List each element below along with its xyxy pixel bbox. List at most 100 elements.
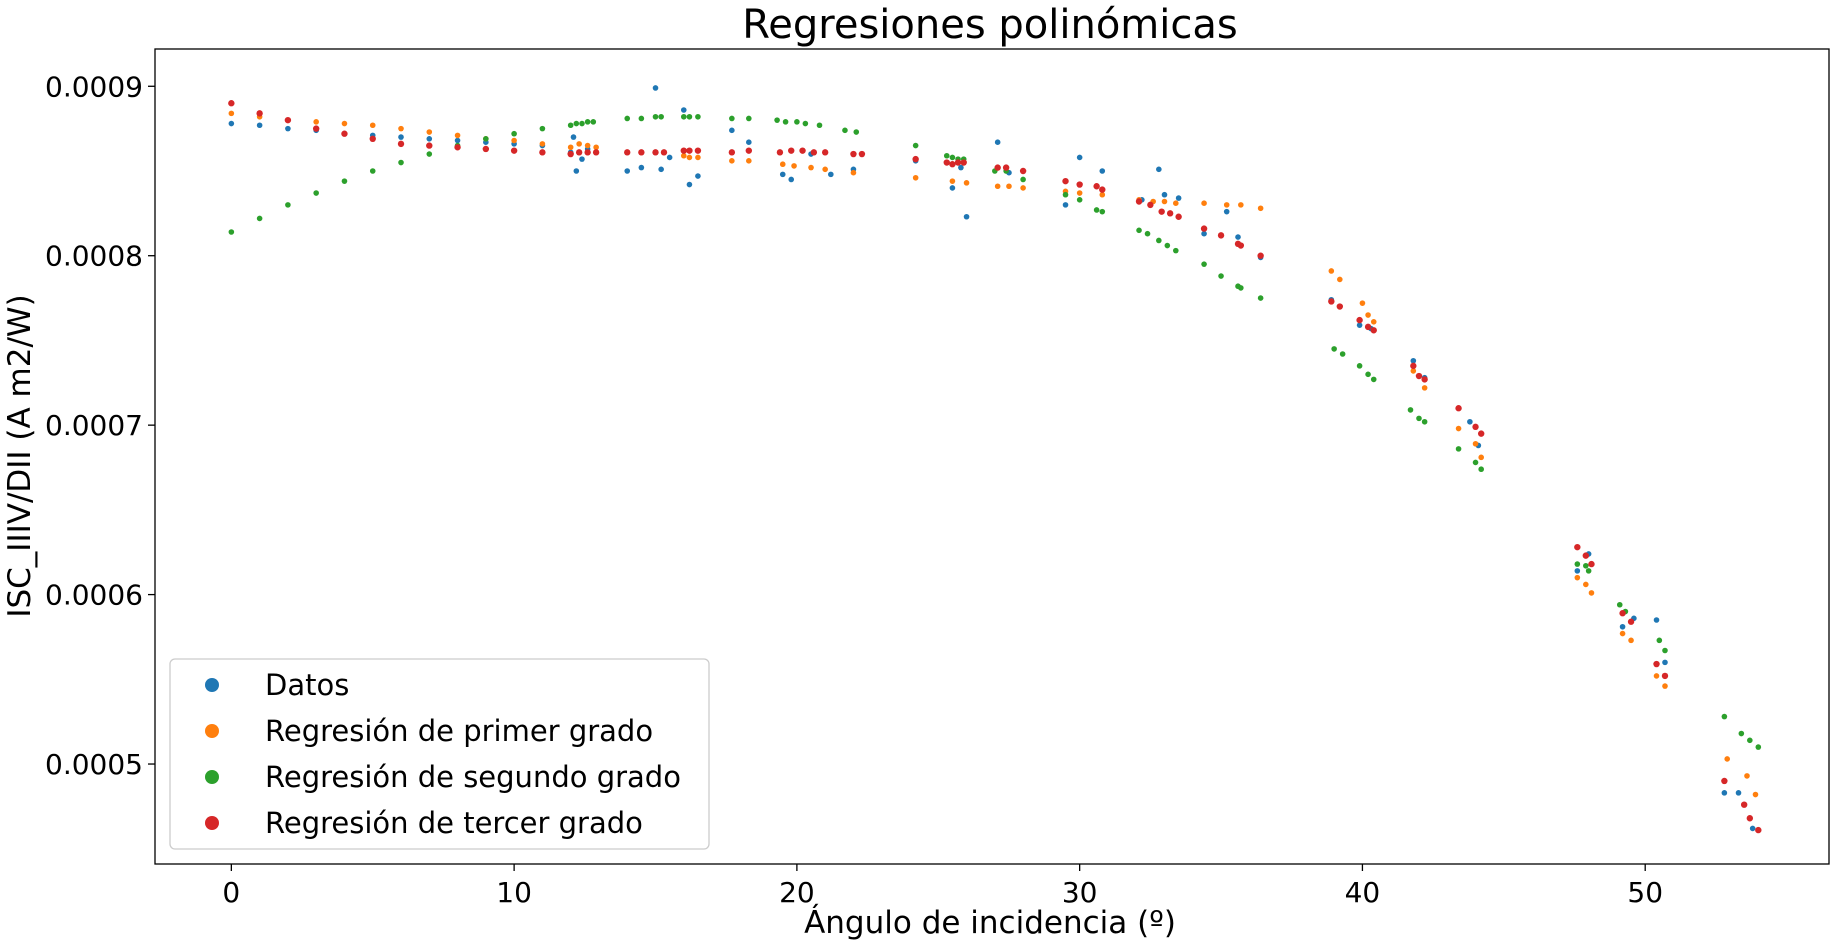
data-point	[1585, 568, 1592, 574]
data-point	[539, 141, 546, 147]
data-point	[958, 164, 964, 171]
data-point	[1653, 617, 1660, 623]
data-point	[695, 113, 701, 120]
data-point	[1735, 790, 1742, 796]
data-point	[652, 149, 659, 156]
data-point	[782, 119, 789, 125]
data-point	[1156, 166, 1162, 173]
data-point	[994, 183, 1001, 190]
data-point	[567, 144, 574, 151]
data-point	[1478, 454, 1484, 461]
data-point	[949, 185, 956, 191]
data-point	[774, 117, 780, 123]
legend-label: Regresión de tercer grado	[265, 806, 643, 840]
data-point	[1410, 362, 1417, 370]
data-point	[1020, 185, 1026, 191]
data-point	[949, 178, 956, 184]
data-point	[1410, 357, 1417, 364]
data-point	[963, 213, 970, 220]
data-point	[584, 119, 591, 125]
data-point	[1144, 230, 1151, 237]
data-point	[1093, 183, 1100, 190]
data-point	[912, 155, 919, 163]
data-point	[729, 158, 735, 164]
data-point	[943, 159, 950, 166]
data-point	[454, 144, 461, 151]
data-point	[256, 215, 263, 222]
data-point	[963, 180, 970, 186]
data-point	[1740, 801, 1748, 808]
data-point	[799, 147, 806, 154]
data-point	[1238, 202, 1244, 208]
y-tick-label: 0.0008	[45, 240, 143, 273]
data-point	[1201, 200, 1207, 206]
data-point	[666, 154, 673, 161]
data-point	[1062, 202, 1069, 208]
data-point	[680, 107, 687, 113]
data-point	[729, 127, 735, 134]
data-point	[1006, 183, 1012, 190]
data-point	[802, 120, 809, 127]
data-point	[1574, 543, 1581, 551]
data-point	[1099, 168, 1106, 174]
data-point	[1364, 323, 1372, 331]
x-tick-label: 40	[1345, 876, 1381, 909]
data-point	[680, 152, 687, 159]
data-point	[1200, 225, 1208, 232]
data-point	[1356, 316, 1363, 324]
data-point	[686, 181, 693, 188]
data-point	[511, 130, 517, 137]
data-point	[686, 113, 693, 120]
data-point	[313, 119, 319, 125]
data-point	[912, 142, 919, 149]
data-point	[1662, 647, 1668, 654]
data-point	[1201, 230, 1207, 237]
data-point	[1062, 191, 1069, 198]
data-point	[573, 120, 580, 127]
data-point	[1370, 327, 1377, 334]
data-point	[482, 145, 490, 153]
data-point	[1455, 446, 1462, 452]
y-axis-label: ISC_IIIV/DII (A m2/W)	[2, 294, 38, 617]
data-point	[1755, 826, 1762, 834]
data-point	[1218, 273, 1224, 279]
data-point	[1619, 610, 1626, 617]
data-point	[1328, 298, 1335, 305]
plot-frame	[154, 48, 1830, 865]
data-point	[1339, 351, 1346, 357]
data-point	[1574, 574, 1581, 581]
data-point	[853, 129, 860, 135]
data-point	[1619, 623, 1626, 630]
data-point	[1135, 198, 1143, 205]
data-point	[341, 130, 348, 137]
x-axis: 0 10 20 30 40 50	[222, 864, 1663, 909]
data-point	[686, 154, 693, 161]
data-point	[686, 147, 693, 154]
data-point	[1755, 744, 1762, 750]
data-point	[1415, 372, 1423, 380]
data-point	[590, 119, 597, 125]
data-point	[1217, 232, 1225, 239]
data-point	[808, 164, 814, 171]
data-point	[1747, 737, 1753, 744]
data-point	[1223, 208, 1230, 215]
data-point	[1136, 227, 1142, 234]
data-point	[994, 139, 1001, 145]
legend: Datos Regresión de primer grado Regresión …	[169, 658, 710, 850]
data-point	[658, 113, 664, 120]
data-point	[821, 149, 829, 156]
data-point	[638, 164, 645, 171]
data-point	[1370, 318, 1377, 325]
data-point	[1076, 190, 1083, 196]
data-point	[1662, 683, 1668, 689]
data-point	[593, 144, 599, 151]
x-tick-label: 20	[779, 876, 815, 909]
data-point	[960, 159, 967, 166]
data-point	[1721, 790, 1728, 796]
data-point	[680, 147, 687, 154]
data-point	[1749, 825, 1756, 832]
data-point	[680, 113, 687, 120]
data-point	[1237, 242, 1245, 249]
data-point	[728, 149, 736, 156]
